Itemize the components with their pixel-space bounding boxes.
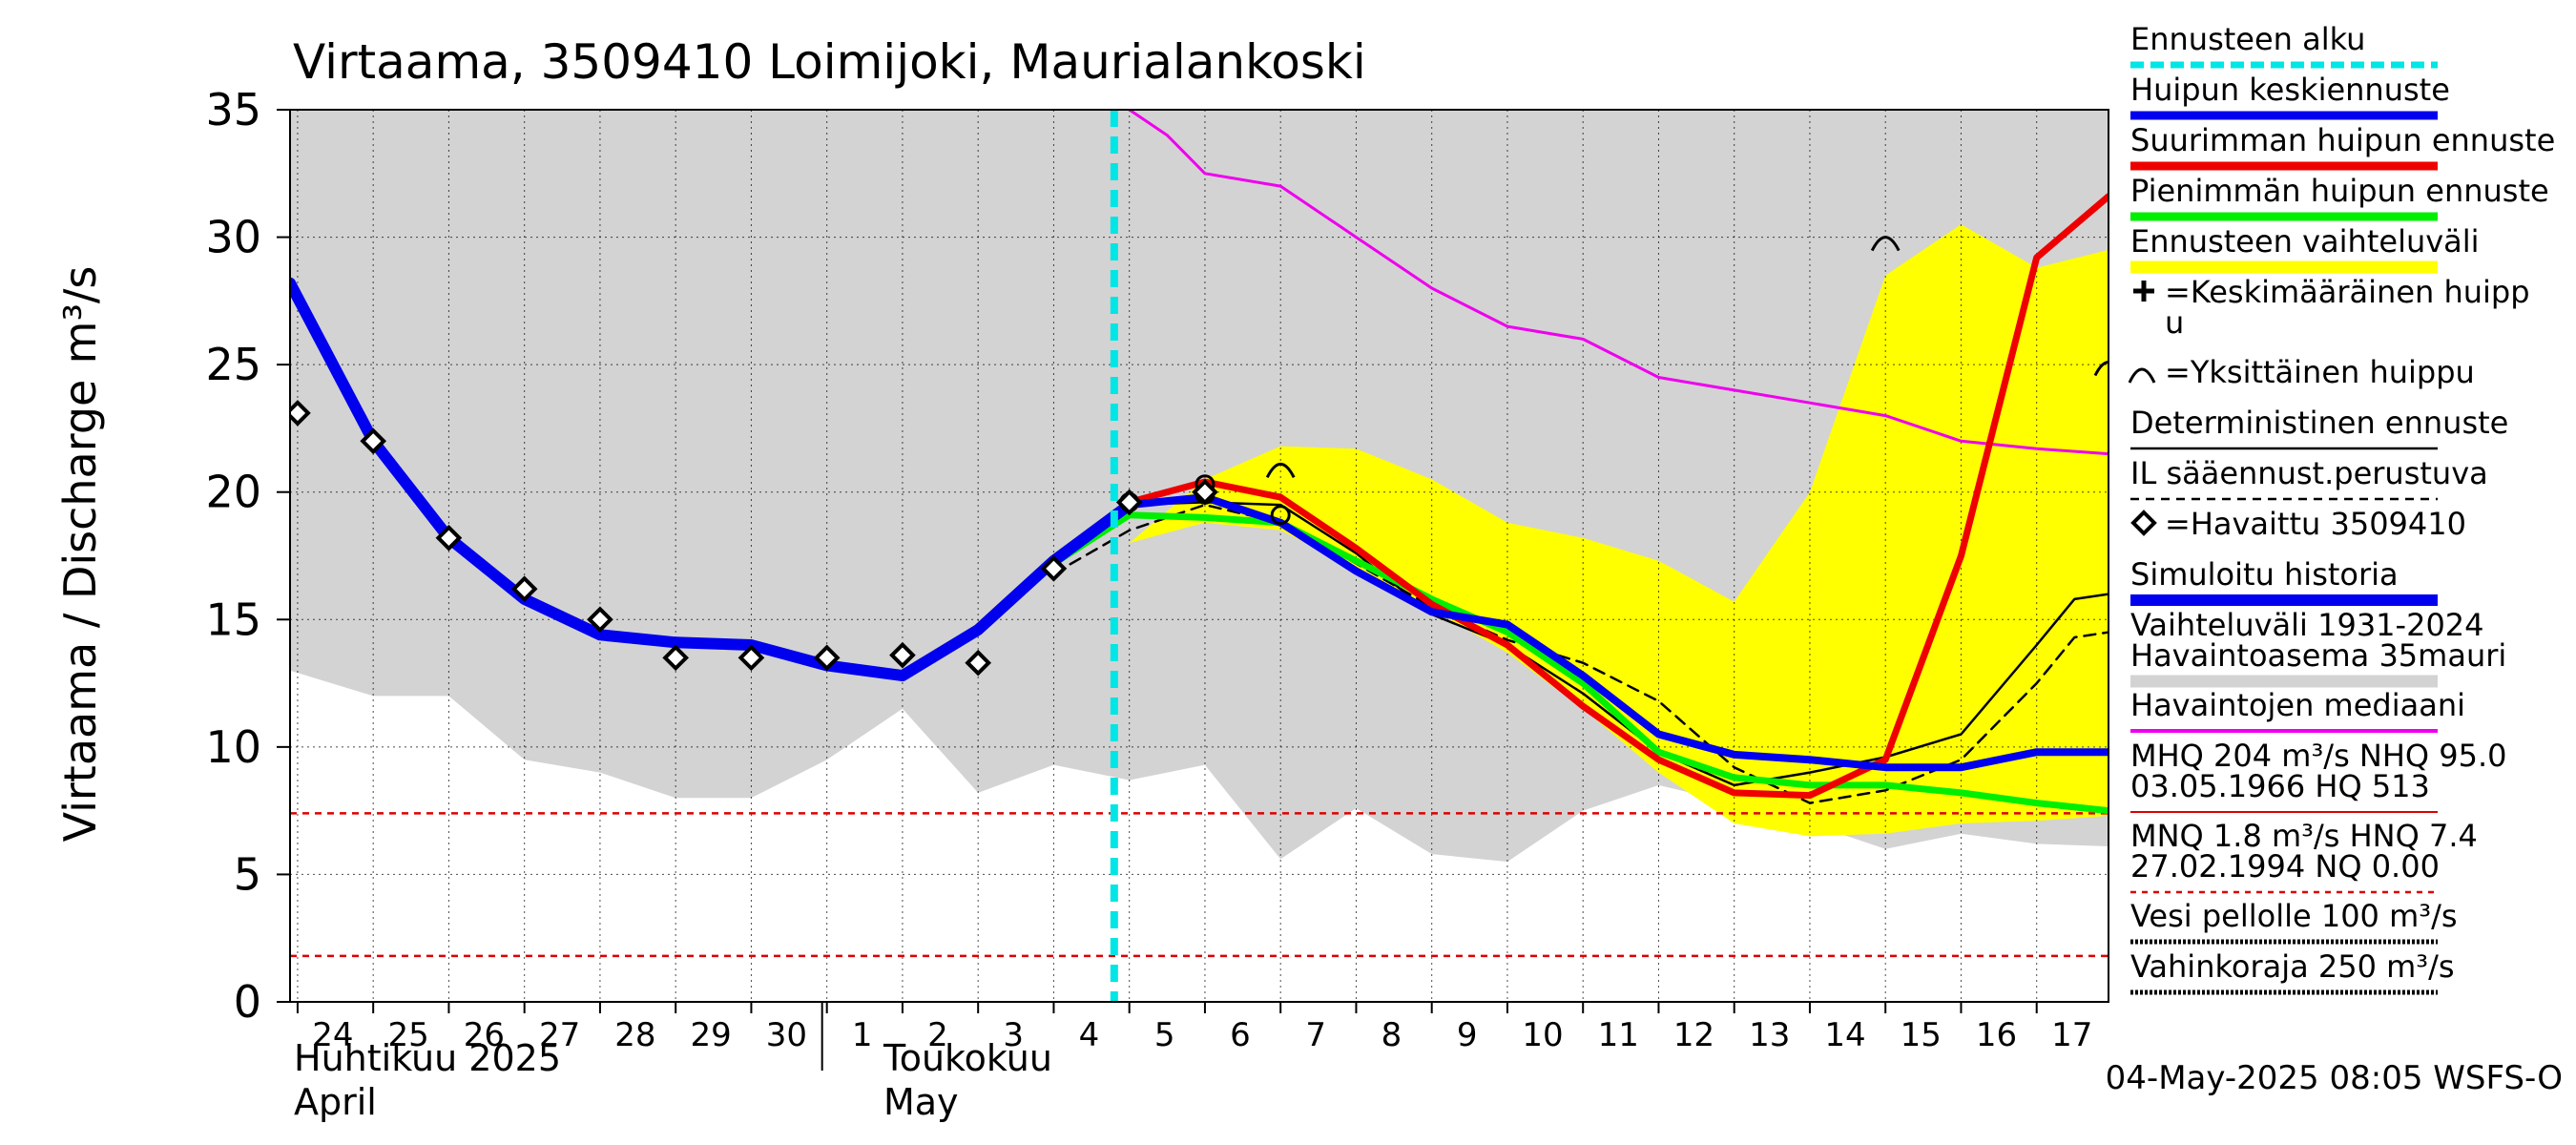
- y-axis-unit: m³/s: [54, 266, 106, 364]
- x-tick-label: 5: [1154, 1016, 1175, 1054]
- series-max-peak: [1049, 193, 2109, 800]
- x-tick-label: 6: [1230, 1016, 1251, 1054]
- legend-label: Vaihteluväli 1931-2024: [2130, 607, 2484, 643]
- legend-label: Deterministinen ennuste: [2130, 405, 2508, 441]
- legend-label: =Havaittu 3509410: [2165, 506, 2466, 542]
- x-tick-label: 8: [1381, 1016, 1402, 1054]
- legend-label-line2: u: [2165, 304, 2184, 341]
- observed-point: [360, 427, 387, 455]
- legend-label: =Keskimääräinen huipp: [2165, 274, 2530, 310]
- legend-label: Havaintojen mediaani: [2130, 687, 2465, 723]
- series-simulated: [290, 277, 1135, 682]
- legend-diamond-symbol: [2130, 510, 2157, 536]
- legend-label: IL sääennust.perustuva: [2130, 455, 2488, 491]
- legend-label: Pienimmän huipun ennuste: [2130, 173, 2549, 209]
- x-tick-label: 11: [1598, 1016, 1639, 1054]
- plot-area: [290, 110, 2109, 1002]
- y-tick-label: 30: [205, 212, 261, 263]
- legend: Ennusteen alku Huipun keskiennuste Suurimm…: [2128, 21, 2555, 995]
- x-tick-label: 30: [766, 1016, 807, 1054]
- x-tick-label: 7: [1305, 1016, 1326, 1054]
- y-tick-label: 10: [205, 721, 261, 773]
- y-tick-label: 0: [234, 976, 261, 1028]
- observed-point: [510, 575, 538, 603]
- x-tick-label: 13: [1749, 1016, 1790, 1054]
- legend-label: =Yksittäinen huippu: [2165, 354, 2475, 390]
- legend-label: Suurimman huipun ennuste: [2130, 122, 2555, 158]
- footer-timestamp: 04-May-2025 08:05 WSFS-O: [2106, 1059, 2563, 1097]
- series-min-peak: [1049, 511, 2109, 815]
- plot-content: [290, 110, 2109, 1002]
- legend-label-line2: Havaintoasema 35mauri: [2130, 637, 2506, 674]
- observed-point: [889, 641, 916, 669]
- x-tick-label: 2: [927, 1016, 948, 1054]
- y-tick-label: 25: [205, 339, 261, 390]
- observed-point: [435, 524, 463, 552]
- legend-arc-symbol: [2128, 367, 2156, 384]
- legend-label: Ennusteen vaihteluväli: [2130, 223, 2480, 260]
- forecast-range-band: [1113, 224, 2109, 837]
- observed-point: [662, 644, 690, 672]
- single-peak-marker: [2093, 361, 2109, 377]
- x-tick-label: 4: [1079, 1016, 1100, 1054]
- x-tick-label: 16: [1976, 1016, 2017, 1054]
- legend-label: Huipun keskiennuste: [2130, 72, 2450, 108]
- series-median: [1128, 110, 2109, 456]
- peak-marker: [1270, 505, 1291, 526]
- month-label-fi: Huhtikuu 2025: [294, 1037, 561, 1079]
- y-tick-label: 5: [234, 848, 261, 900]
- x-tick-label: 24: [312, 1016, 353, 1054]
- chart-title: Virtaama, 3509410 Loimijoki, Maurialanko…: [293, 34, 1366, 90]
- y-axis-label: Virtaama / Discharge m³/s: [54, 266, 106, 843]
- x-tick-label: 26: [464, 1016, 505, 1054]
- y-axis-title: Virtaama / Discharge: [54, 380, 106, 843]
- observed-point: [813, 644, 841, 672]
- series-det-dashed: [1052, 503, 2109, 804]
- y-tick-label: 20: [205, 467, 261, 518]
- y-tick-label: 35: [205, 84, 261, 135]
- x-tick-label: 14: [1824, 1016, 1865, 1054]
- x-tick-label: 27: [539, 1016, 580, 1054]
- observed-point: [1115, 489, 1143, 516]
- legend-label: Simuloitu historia: [2130, 556, 2399, 593]
- x-tick-label: 3: [1003, 1016, 1024, 1054]
- single-peak-marker: [1265, 462, 1296, 479]
- observed-point: [737, 644, 765, 672]
- plot-frame: [289, 109, 2109, 1003]
- legend-label: MHQ 204 m³/s NHQ 95.0: [2130, 738, 2507, 774]
- legend-label-line2: 03.05.1966 HQ 513: [2130, 768, 2430, 804]
- legend-label-line2: 27.02.1994 NQ 0.00: [2130, 848, 2440, 885]
- legend-label: MNQ 1.8 m³/s HNQ 7.4: [2130, 818, 2478, 854]
- series-mean-peak: [1049, 493, 2109, 772]
- x-tick-label: 1: [852, 1016, 873, 1054]
- observed-point: [1192, 478, 1218, 506]
- legend-plus-symbol: [2133, 281, 2154, 302]
- x-tick-label: 28: [614, 1016, 655, 1054]
- x-tick-label: 29: [691, 1016, 732, 1054]
- month-label-fi: Toukokuu: [883, 1037, 1052, 1079]
- observed-point: [1040, 555, 1068, 582]
- observed-point: [587, 606, 613, 634]
- legend-label: Vesi pellolle 100 m³/s: [2130, 898, 2458, 934]
- single-peak-marker: [1870, 236, 1901, 252]
- month-label-en: May: [883, 1081, 959, 1123]
- month-label-en: April: [294, 1081, 377, 1123]
- x-tick-label: 9: [1457, 1016, 1478, 1054]
- series-det-solid: [1052, 501, 2109, 787]
- observed-point: [965, 649, 992, 677]
- x-tick-label: 17: [2051, 1016, 2092, 1054]
- x-tick-label: 12: [1673, 1016, 1714, 1054]
- x-tick-label: 10: [1522, 1016, 1563, 1054]
- legend-label: Ennusteen alku: [2130, 21, 2365, 57]
- legend-label: Vahinkoraja 250 m³/s: [2130, 948, 2455, 985]
- x-tick-label: 15: [1901, 1016, 1942, 1054]
- x-tick-label: 25: [388, 1016, 429, 1054]
- y-tick-label: 15: [205, 593, 261, 645]
